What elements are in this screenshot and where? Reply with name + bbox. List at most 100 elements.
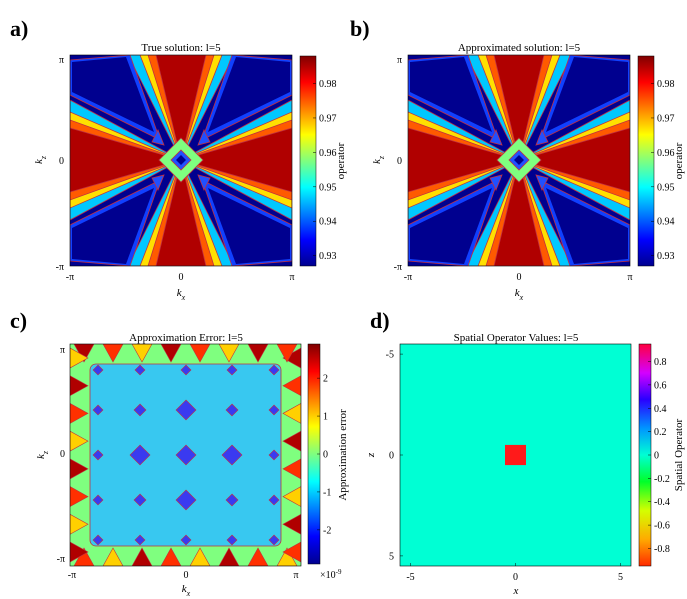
ytick-d: -5	[386, 350, 394, 361]
edge-triangle	[276, 344, 298, 363]
colorbar-tick-label: 0.97	[657, 113, 675, 124]
xtick-a-0: -π	[66, 272, 74, 283]
edge-pattern-c	[70, 344, 301, 566]
edge-triangle	[282, 541, 301, 563]
colorbar-tick-label: 0	[323, 450, 328, 461]
xtick-c-1: 0	[184, 570, 189, 581]
colorbar-tick-label: 0.96	[657, 148, 675, 159]
contour-regions-b	[408, 55, 630, 266]
edge-triangle	[70, 541, 89, 563]
error-diamond	[133, 493, 147, 507]
colorbar-tick-label: 0.96	[319, 148, 337, 159]
edge-triangle	[160, 344, 182, 363]
error-diamond	[92, 494, 104, 506]
colorbar-tick-label: 2	[323, 374, 328, 385]
colorbar-tick-label: -0.6	[654, 521, 670, 532]
error-diamond	[134, 364, 146, 376]
xtick-b-1: 0	[517, 272, 522, 283]
axis-ticks-d: -5 0 5 -5 0 5	[386, 350, 623, 583]
colorbar-tick-label: 0.95	[319, 182, 337, 193]
edge-triangle	[131, 547, 153, 566]
panel-label-d: d)	[370, 308, 390, 333]
ylabel-d: z	[365, 452, 377, 458]
ylabel-c: kz	[35, 450, 50, 459]
edge-triangle	[247, 344, 269, 363]
colorbar-tick-label: 1	[323, 412, 328, 423]
contour-plot-a	[70, 55, 292, 266]
error-diamond	[180, 364, 192, 376]
edge-triangle	[160, 547, 182, 566]
error-diamond	[226, 534, 238, 546]
error-diamond	[225, 403, 239, 417]
colorbar-tick-label: 0.8	[654, 357, 667, 368]
error-diamond	[92, 534, 104, 546]
error-diamond	[226, 364, 238, 376]
panel-c: c) Approximation Error: l=5 -π 0 π π 0 -…	[10, 308, 349, 598]
colorbar-label-a: operator	[335, 142, 347, 179]
colorbar-tick-label: 0.93	[319, 251, 337, 262]
edge-triangle	[282, 375, 301, 397]
ytick-a-0: π	[59, 55, 64, 66]
colorbar-tick-label: -2	[323, 525, 331, 536]
colorbar-ticks-a: 0.98 0.97 0.96 0.95 0.94 0.93	[313, 79, 337, 262]
edge-triangle	[218, 547, 240, 566]
edge-triangle	[102, 547, 124, 566]
edge-triangle	[189, 547, 211, 566]
xtick-d: 5	[618, 572, 623, 583]
error-diamond	[92, 404, 104, 416]
error-diamond	[268, 364, 280, 376]
error-diamond	[92, 449, 104, 461]
edge-triangle	[70, 513, 89, 535]
ylabel-b: kz	[371, 155, 386, 164]
xtick-a-1: 0	[179, 272, 184, 283]
error-diamond	[175, 489, 197, 511]
title-d: Spatial Operator Values: l=5	[454, 332, 579, 344]
error-diamond	[133, 403, 147, 417]
edge-triangle	[70, 458, 89, 480]
colorbar-label-c: Approximation error	[337, 409, 349, 501]
colorbar-tick-label: 0.6	[654, 380, 667, 391]
ytick-d: 5	[389, 551, 394, 562]
panel-label-c: c)	[10, 308, 27, 333]
colorbar-exponent-c: ×10-9	[320, 568, 342, 581]
error-diamond	[134, 534, 146, 546]
colorbar-tick-label: 0.94	[657, 217, 675, 228]
xtick-d: 0	[513, 572, 518, 583]
error-diamond	[180, 534, 192, 546]
heatmap-center-cell-d	[505, 444, 526, 466]
ytick-a-1: 0	[59, 156, 64, 167]
error-diamond	[129, 444, 151, 466]
ytick-b-0: π	[397, 55, 402, 66]
xtick-b-2: π	[627, 272, 632, 283]
colorbar-tick-label: 0.98	[657, 79, 675, 90]
edge-triangle	[282, 430, 301, 452]
edge-triangle	[282, 403, 301, 424]
panel-d: d) Spatial Operator Values: l=5 -5 0 5 -5 0 5…	[365, 308, 685, 597]
error-diamond	[268, 404, 280, 416]
colorbar-tick-label: -0.4	[654, 497, 670, 508]
colorbar-tick-label: 0.93	[657, 251, 675, 262]
edge-triangle	[218, 344, 240, 363]
panel-a: a) True solution: l=5	[10, 16, 347, 302]
error-diamond	[175, 399, 197, 421]
edge-triangle	[282, 486, 301, 507]
axes-frame-b	[407, 54, 631, 267]
colorbar-tick-label: -1	[323, 487, 331, 498]
edge-triangle	[70, 347, 89, 369]
contour-regions-a	[70, 55, 292, 266]
colorbar-ticks-c: 2 1 0 -1 -2	[317, 374, 331, 536]
colorbar-tick-label: 0.4	[654, 404, 667, 415]
ylabel-a: kz	[33, 155, 48, 164]
edge-triangle	[70, 430, 89, 452]
colorbar-b	[637, 55, 655, 267]
error-diamond	[92, 364, 104, 376]
xtick-a-2: π	[289, 272, 294, 283]
colorbar-a	[299, 55, 317, 267]
title-c: Approximation Error: l=5	[129, 332, 243, 344]
edge-triangle	[282, 458, 301, 480]
edge-triangle	[189, 344, 211, 363]
ytick-b-1: 0	[397, 156, 402, 167]
ytick-d: 0	[389, 451, 394, 462]
error-diamond	[268, 494, 280, 506]
